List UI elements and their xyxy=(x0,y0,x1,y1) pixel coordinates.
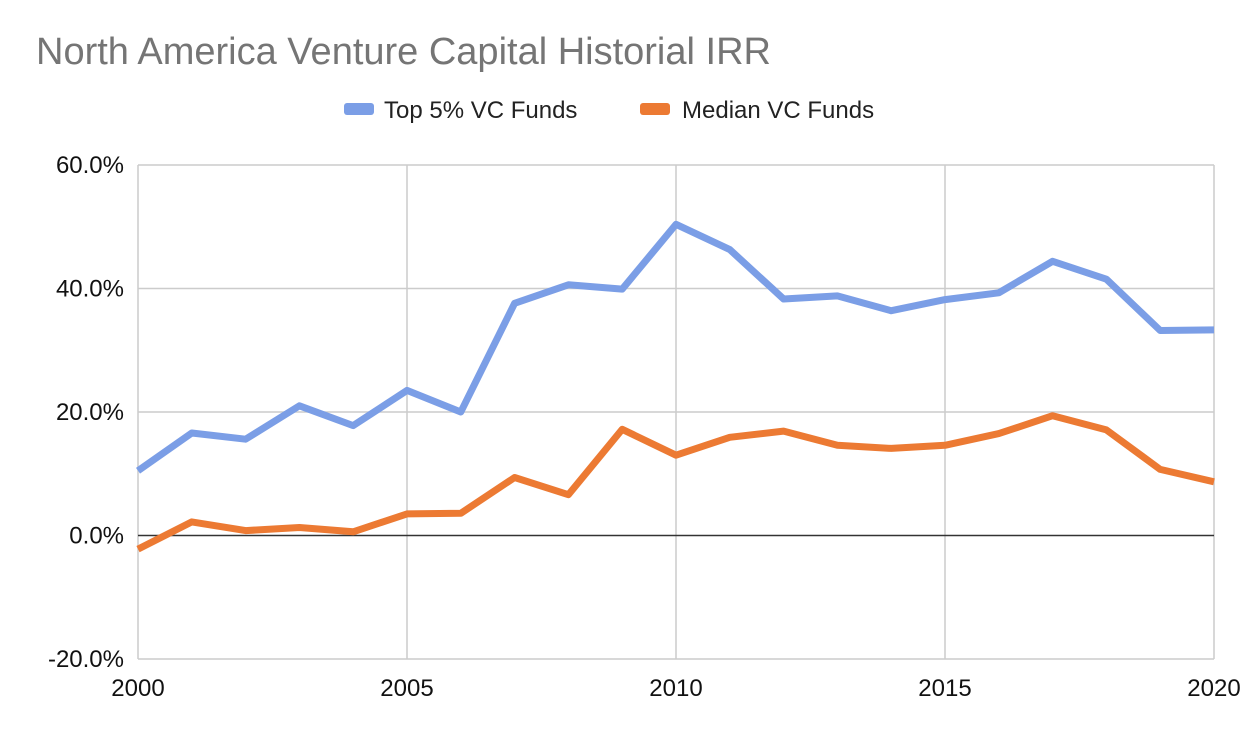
y-tick-label: 60.0% xyxy=(56,152,124,179)
x-tick-label: 2010 xyxy=(649,675,702,702)
gridlines xyxy=(137,164,1215,660)
y-tick-label: 0.0% xyxy=(69,523,124,550)
x-tick-label: 2000 xyxy=(111,675,164,702)
legend: Top 5% VC Funds Median VC Funds xyxy=(344,97,874,124)
legend-label-median: Median VC Funds xyxy=(682,97,874,124)
y-tick-label: 40.0% xyxy=(56,276,124,303)
x-tick-label: 2005 xyxy=(380,675,433,702)
legend-swatch-top-5-percent xyxy=(344,103,374,115)
legend-swatch-median xyxy=(640,103,670,115)
y-tick-label: -20.0% xyxy=(48,646,124,673)
x-tick-label: 2020 xyxy=(1187,675,1240,702)
chart-title: North America Venture Capital Historial … xyxy=(36,31,771,73)
y-axis: -20.0% 0.0% 20.0% 40.0% 60.0% xyxy=(48,152,124,673)
legend-label-top-5-percent: Top 5% VC Funds xyxy=(384,97,577,124)
series-line-median xyxy=(136,412,1215,553)
x-axis: 2000 2005 2010 2015 2020 xyxy=(111,675,1240,702)
series-lines xyxy=(135,220,1215,553)
x-tick-label: 2015 xyxy=(918,675,971,702)
y-tick-label: 20.0% xyxy=(56,399,124,426)
series-line-top-5-percent xyxy=(135,220,1215,474)
